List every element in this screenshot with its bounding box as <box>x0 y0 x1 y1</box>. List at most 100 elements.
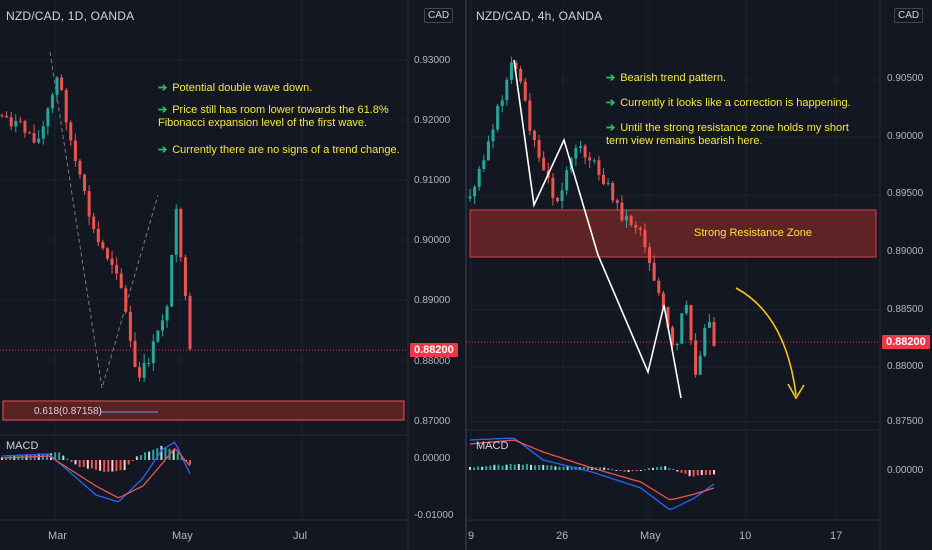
signal-line <box>1 447 191 499</box>
macd-histogram-bar <box>144 452 147 460</box>
macd-histogram-bar <box>489 465 492 470</box>
candle <box>532 130 536 141</box>
macd-histogram-bar <box>139 455 142 460</box>
candle <box>160 320 164 331</box>
macd-histogram-bar <box>652 467 654 470</box>
macd-histogram-bar <box>631 470 634 471</box>
price-tick: 0.88000 <box>887 361 924 372</box>
macd-indicator-label[interactable]: MACD <box>476 440 509 452</box>
price-tick: 0.89000 <box>414 295 451 306</box>
macd-histogram-bar <box>643 469 646 471</box>
signal-line <box>469 439 715 501</box>
macd-histogram-bar <box>123 460 126 471</box>
candle <box>519 68 523 82</box>
candle <box>675 343 679 346</box>
macd-histogram-bar <box>1 457 3 460</box>
candle <box>18 121 22 123</box>
candle <box>671 327 675 346</box>
macd-line <box>469 437 715 511</box>
note-item: ➔ Price still has room lower towards the … <box>158 104 389 129</box>
macd-histogram-bar <box>95 460 97 470</box>
candle <box>133 340 137 368</box>
chart-canvas-daily[interactable] <box>0 0 466 550</box>
price-tick: 0.89500 <box>887 188 924 199</box>
note-item: ➔ Until the strong resistance zone holds … <box>606 122 849 147</box>
pane-divider <box>465 0 467 550</box>
macd-histogram-bar <box>542 464 545 470</box>
macd-histogram-bar <box>156 448 159 460</box>
macd-histogram-bar <box>619 470 622 471</box>
macd-histogram-bar <box>78 460 81 467</box>
macd-histogram-bar <box>647 468 650 470</box>
symbol-title: NZD/CAD, 1D, OANDA <box>6 9 135 23</box>
fib-target-box <box>2 400 405 421</box>
macd-histogram-bar <box>525 463 528 470</box>
macd-histogram-bar <box>176 452 179 460</box>
macd-histogram-bar <box>119 460 122 471</box>
chart-canvas-4h[interactable] <box>466 0 932 550</box>
arrow-right-icon: ➔ <box>606 72 616 84</box>
macd-histogram-bar <box>554 466 557 470</box>
macd-histogram-bar <box>90 460 93 469</box>
macd-histogram-bar <box>131 460 134 461</box>
macd-histogram-bar <box>477 466 480 470</box>
candle <box>643 229 647 248</box>
candle <box>5 115 9 118</box>
macd-indicator-label[interactable]: MACD <box>6 440 39 452</box>
macd-histogram-bar <box>684 470 687 474</box>
candle <box>703 327 707 356</box>
macd-histogram-bar <box>550 465 553 470</box>
candle <box>83 174 87 192</box>
candle <box>648 247 652 263</box>
candle <box>666 307 670 328</box>
candle <box>583 145 587 158</box>
candle <box>28 132 32 134</box>
macd-histogram-bar <box>656 467 659 470</box>
candle <box>615 200 619 203</box>
chart-pane-4h[interactable]: NZD/CAD, 4h, OANDA CAD 0.90500 0.90000 0… <box>466 0 932 550</box>
candle <box>0 114 4 116</box>
macd-histogram-bar <box>148 451 151 460</box>
macd-histogram-bar <box>530 464 532 470</box>
macd-histogram-bar <box>54 452 57 460</box>
macd-histogram-bar <box>505 464 508 470</box>
arrow-right-icon: ➔ <box>158 144 168 156</box>
date-label: Jul <box>293 530 308 542</box>
candle <box>578 145 582 148</box>
macd-histogram-bar <box>5 457 8 460</box>
date-label: 26 <box>556 530 569 542</box>
candle <box>64 89 68 123</box>
candle <box>46 108 50 127</box>
chart-pane-daily[interactable]: NZD/CAD, 1D, OANDA CAD 0.93000 0.92000 0… <box>0 0 466 550</box>
arrow-right-icon: ➔ <box>606 122 616 134</box>
macd-histogram-bar <box>562 466 565 470</box>
candle <box>69 122 73 141</box>
macd-histogram-bar <box>708 470 711 475</box>
macd-histogram-bar <box>586 466 589 470</box>
forecast-arrow-icon <box>735 287 797 396</box>
macd-histogram-bar <box>607 468 610 470</box>
candle <box>119 273 123 289</box>
candle <box>37 138 41 143</box>
candle <box>147 362 151 364</box>
candle <box>50 94 54 109</box>
macd-histogram-bar <box>172 449 175 460</box>
macd-histogram-bar <box>473 467 476 470</box>
macd-histogram-bar <box>62 455 65 460</box>
macd-tick: 0.00000 <box>887 465 924 476</box>
date-label: 9 <box>468 530 475 542</box>
price-tick: 0.89000 <box>887 246 924 257</box>
macd-histogram-bar <box>692 470 695 477</box>
macd-histogram-bar <box>676 470 679 472</box>
candle <box>551 177 555 198</box>
date-label: May <box>172 530 193 542</box>
macd-histogram-bar <box>713 470 715 475</box>
candle <box>712 321 716 346</box>
candle <box>500 100 504 106</box>
macd-histogram-bar <box>58 452 61 460</box>
candle <box>477 168 481 187</box>
wave-pattern-line <box>513 59 682 399</box>
fib-projection-line <box>49 51 159 389</box>
candle <box>560 190 564 202</box>
candle <box>602 174 606 185</box>
